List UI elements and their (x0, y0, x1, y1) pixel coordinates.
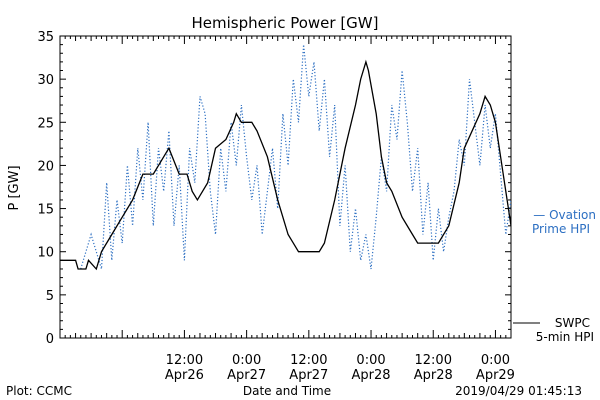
x-tick-date-label: Apr26 (165, 368, 204, 383)
legend-swpc-line2: 5-min HPI (536, 330, 594, 344)
legend-ovation-prime: — Ovation Prime HPI (532, 208, 596, 236)
swpc-hpi-line (60, 59, 511, 271)
footer-plot-source: Plot: CCMC (6, 384, 72, 398)
x-axis-label: Date and Time (243, 384, 331, 398)
legend-swpc: SWPC 5-min HPI (513, 316, 594, 344)
legend-swpc-line1: SWPC (555, 316, 590, 330)
legend-ovation-line2: Prime HPI (532, 222, 590, 236)
chart-title: Hemispheric Power [GW] (192, 14, 379, 32)
series-layer (60, 44, 511, 271)
x-tick-time-label: 12:00 (415, 353, 452, 368)
x-tick-date-label: Apr28 (414, 368, 453, 383)
y-tick-label: 25 (37, 116, 54, 131)
x-tick-date-label: Apr28 (352, 368, 391, 383)
y-tick-label: 5 (46, 289, 54, 304)
x-axis-ticks: 12:00Apr260:00Apr2712:00Apr270:00Apr2812… (59, 36, 515, 383)
y-tick-label: 30 (37, 73, 54, 88)
x-tick-date-label: Apr27 (227, 368, 266, 383)
plot-frame (59, 35, 512, 339)
x-tick-date-label: Apr29 (476, 368, 515, 383)
y-tick-label: 15 (37, 203, 54, 218)
y-axis-ticks: 0 5 10 15 20 25 30 35 (37, 30, 511, 347)
y-tick-label: 20 (37, 159, 54, 174)
x-tick-time-label: 12:00 (166, 353, 203, 368)
y-axis-label: P [GW] (7, 165, 22, 210)
x-tick-time-label: 0:00 (356, 353, 385, 368)
y-tick-label: 0 (46, 332, 54, 347)
y-tick-label: 10 (37, 246, 54, 261)
x-tick-date-label: Apr27 (289, 368, 328, 383)
footer-timestamp: 2019/04/29 01:45:13 (455, 384, 582, 398)
x-tick-time-label: 0:00 (481, 353, 510, 368)
legend-ovation-line1: — Ovation (533, 208, 596, 222)
x-tick-time-label: 12:00 (290, 353, 327, 368)
ovation-prime-hpi-line (80, 44, 511, 270)
y-tick-label: 35 (37, 30, 54, 45)
x-tick-time-label: 0:00 (232, 353, 261, 368)
